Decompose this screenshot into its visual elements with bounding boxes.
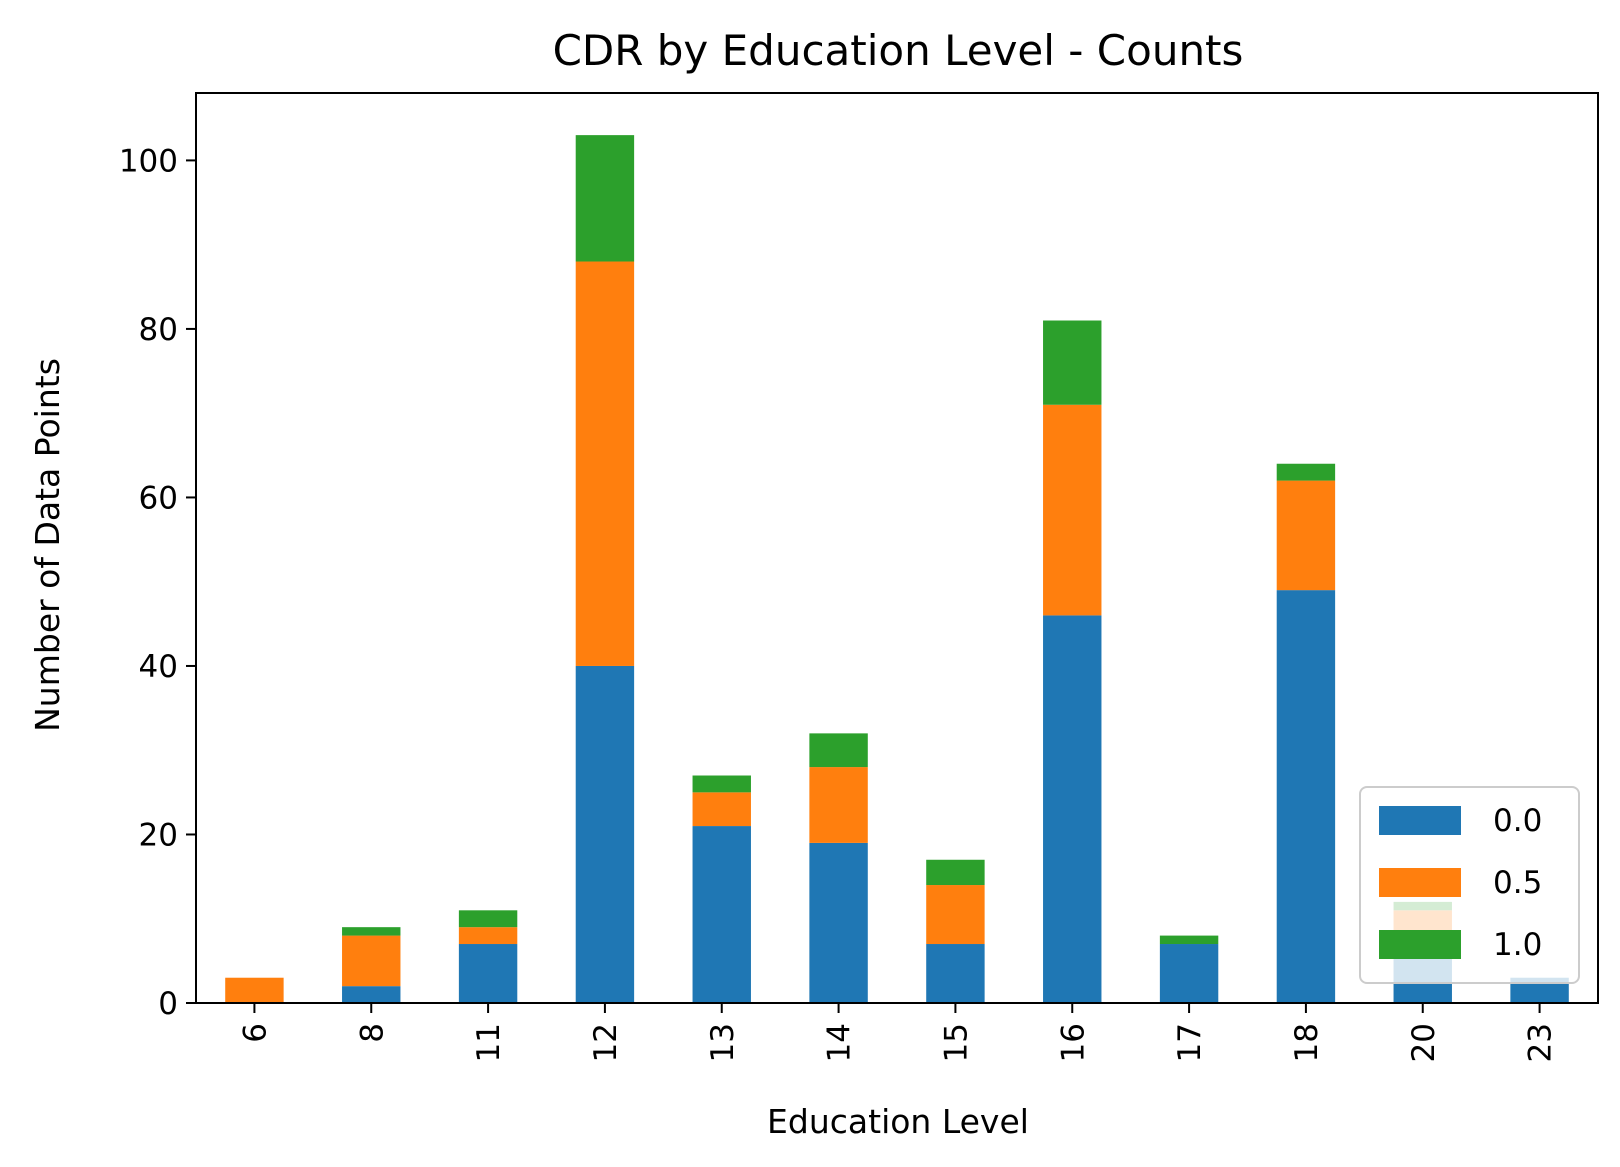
x-tick-label: 17 bbox=[1172, 1023, 1208, 1062]
y-tick-label: 60 bbox=[139, 480, 178, 516]
x-tick-label: 6 bbox=[237, 1023, 273, 1043]
bar-17-series-1.0 bbox=[1159, 935, 1219, 945]
x-tick-label: 20 bbox=[1406, 1023, 1442, 1062]
bar-16-series-0.5 bbox=[1043, 404, 1102, 616]
x-axis-label: Education Level bbox=[767, 1102, 1029, 1141]
bar-13-series-0.5 bbox=[692, 792, 751, 827]
x-tick-label: 13 bbox=[705, 1023, 741, 1062]
x-tick-label: 14 bbox=[822, 1023, 858, 1062]
legend-label-0.0: 0.0 bbox=[1493, 803, 1542, 839]
bar-18-series-0.5 bbox=[1276, 480, 1336, 591]
bar-15-series-1.0 bbox=[926, 859, 985, 886]
legend-label-1.0: 1.0 bbox=[1493, 927, 1542, 963]
bar-17-series-0.0 bbox=[1159, 944, 1219, 1003]
legend-label-0.5: 0.5 bbox=[1493, 865, 1542, 901]
y-tick-label: 20 bbox=[139, 817, 178, 853]
y-tick-label: 0 bbox=[158, 986, 178, 1022]
bar-12-series-1.0 bbox=[575, 135, 635, 262]
bar-12-series-0.5 bbox=[575, 261, 635, 666]
x-tick-label: 18 bbox=[1289, 1023, 1325, 1062]
legend-swatch-0.0 bbox=[1379, 806, 1461, 835]
legend-swatch-0.5 bbox=[1379, 868, 1461, 897]
bar-11-series-0.5 bbox=[458, 927, 518, 945]
y-tick-label: 80 bbox=[139, 312, 178, 348]
y-axis-label: Number of Data Points bbox=[28, 358, 67, 732]
x-tick-label: 16 bbox=[1055, 1023, 1091, 1062]
bar-13-series-1.0 bbox=[692, 775, 751, 793]
y-tick-label: 100 bbox=[119, 143, 178, 179]
x-tick-label: 23 bbox=[1523, 1023, 1559, 1062]
bar-11-series-0.0 bbox=[458, 944, 518, 1003]
bar-8-series-0.5 bbox=[342, 935, 401, 987]
bar-13-series-0.0 bbox=[692, 826, 751, 1003]
legend-swatch-1.0 bbox=[1379, 930, 1461, 959]
bar-11-series-1.0 bbox=[458, 910, 518, 928]
bar-12-series-0.0 bbox=[575, 665, 635, 1003]
bar-15-series-0.5 bbox=[926, 885, 985, 945]
x-tick-label: 11 bbox=[471, 1023, 507, 1062]
bar-8-series-0.0 bbox=[342, 986, 401, 1003]
bar-16-series-0.0 bbox=[1043, 615, 1102, 1003]
bar-14-series-1.0 bbox=[809, 733, 868, 768]
x-tick-label: 12 bbox=[588, 1023, 624, 1062]
legend: 0.0 0.5 1.0 bbox=[1359, 786, 1580, 984]
axes: 0 20 40 60 80 100 6 8 11 12 13 14 15 16 17 18 20 23 bbox=[119, 92, 1599, 1062]
bar-15-series-0.0 bbox=[926, 944, 985, 1003]
y-tick-label: 40 bbox=[139, 649, 178, 685]
bar-14-series-0.5 bbox=[809, 767, 868, 843]
bar-8-series-1.0 bbox=[342, 927, 401, 936]
bar-6-series-0.5 bbox=[225, 977, 284, 1003]
x-tick-label: 8 bbox=[354, 1023, 390, 1043]
bar-18-series-1.0 bbox=[1276, 463, 1336, 481]
bar-14-series-0.0 bbox=[809, 842, 868, 1003]
x-tick-label: 15 bbox=[938, 1023, 974, 1062]
chart-title: CDR by Education Level - Counts bbox=[553, 26, 1244, 75]
plot-frame bbox=[195, 92, 1599, 1004]
bar-16-series-1.0 bbox=[1043, 320, 1102, 405]
bar-18-series-0.0 bbox=[1276, 590, 1336, 1003]
